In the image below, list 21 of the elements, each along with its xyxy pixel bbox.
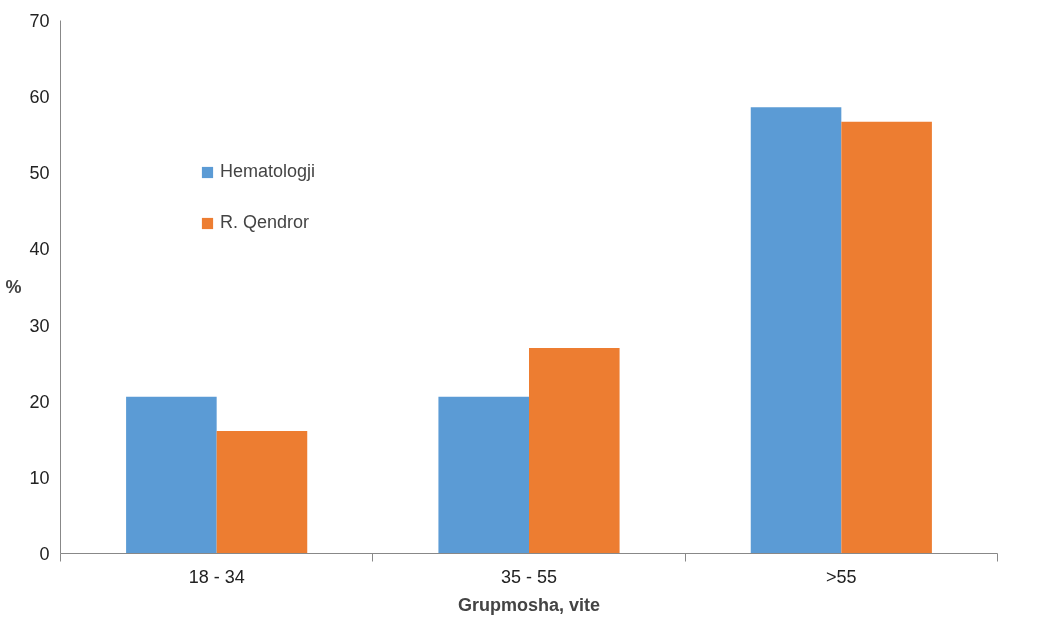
- y-tick-label: 50: [29, 163, 50, 184]
- bar: [126, 396, 217, 554]
- bar: [216, 430, 308, 554]
- y-axis-title: %: [5, 277, 22, 297]
- y-tick-label: 60: [29, 87, 50, 108]
- y-tick-label: 40: [29, 239, 50, 260]
- y-tick-label: 0: [39, 544, 50, 564]
- y-tick-label: 70: [29, 11, 50, 31]
- bar: [529, 347, 620, 554]
- bar: [750, 107, 842, 554]
- y-tick-label: 30: [29, 315, 50, 336]
- x-tick-label: 18 - 34: [188, 566, 245, 587]
- legend-label: R. Qendror: [220, 212, 310, 233]
- bar: [841, 121, 932, 554]
- bar: [438, 396, 529, 554]
- y-tick-label: 20: [29, 391, 50, 412]
- x-axis-title: Grupmosha, vite: [457, 594, 601, 615]
- legend-label: Hematologji: [220, 161, 316, 182]
- y-tick-label: 10: [29, 467, 50, 488]
- x-tick-label: >55: [826, 566, 857, 587]
- x-tick-label: 35 - 55: [500, 566, 558, 587]
